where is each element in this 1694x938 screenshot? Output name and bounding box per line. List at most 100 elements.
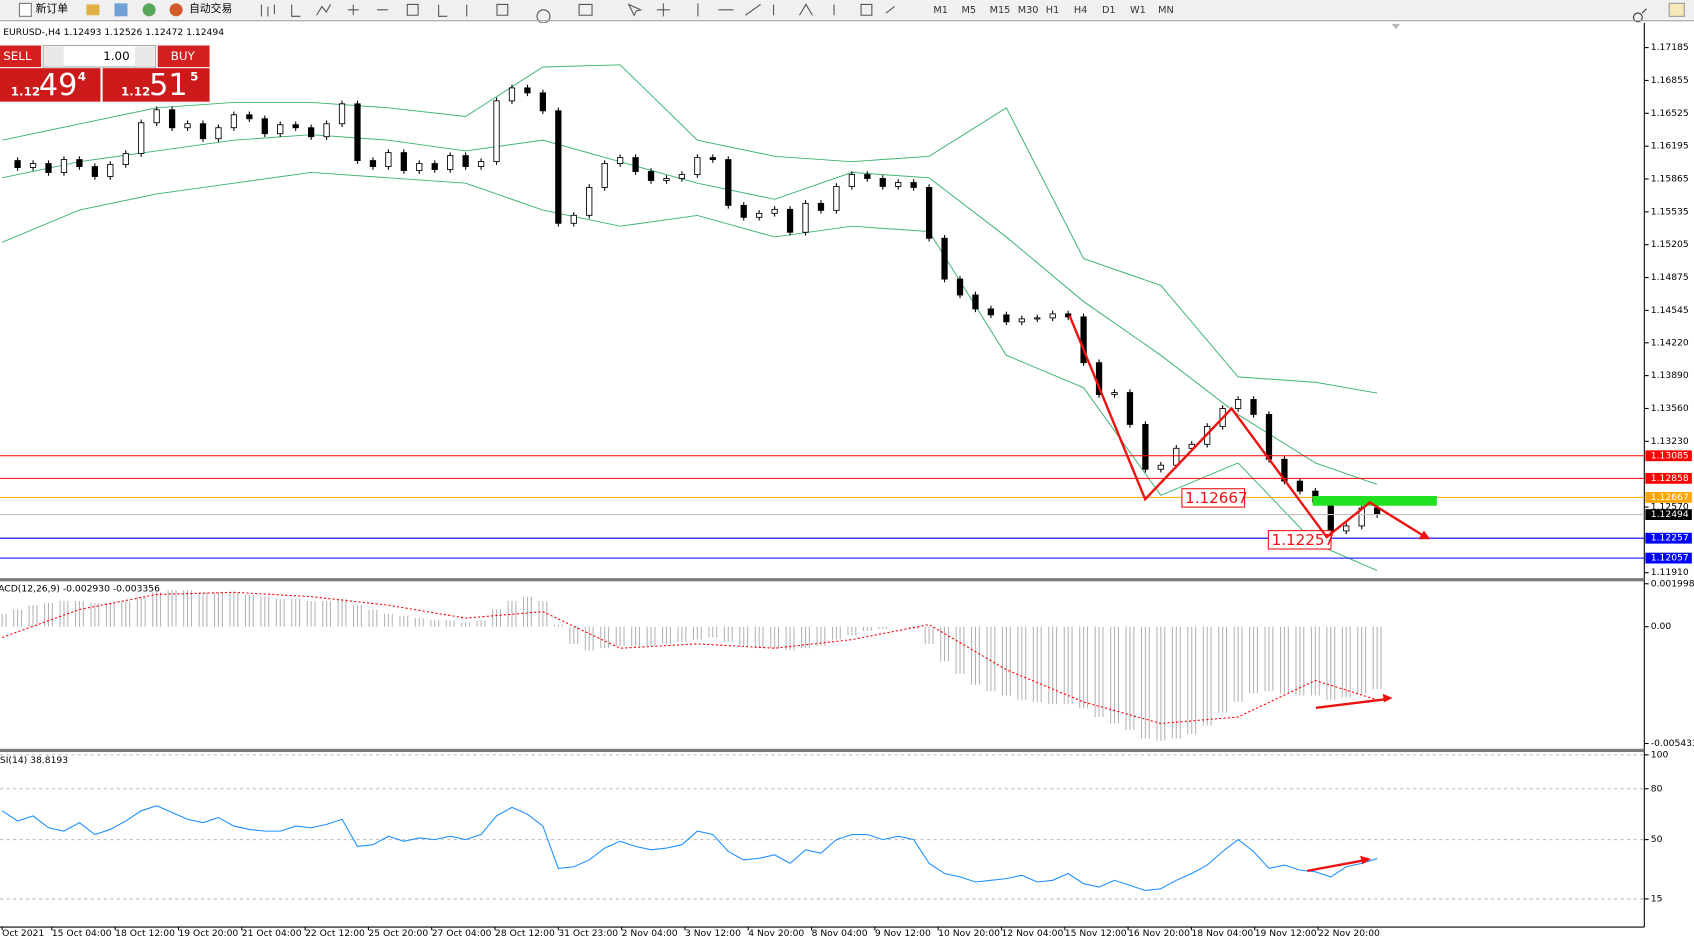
price-label-box — [1645, 491, 1692, 503]
timeframes: M1 M5 M15 M30 H1 H4 D1 W1 MN — [933, 5, 1173, 16]
y-tick-label: 15 — [1651, 893, 1663, 904]
y-tick-label: 1.15205 — [1651, 239, 1689, 250]
one-click-trading: SELL 1.00 BUY 1.12 49 4 1.12 51 5 — [0, 44, 210, 103]
auto-trading-icon[interactable] — [169, 3, 183, 17]
timeframe-button[interactable]: M30 — [1018, 5, 1039, 16]
bollinger-upper — [2, 64, 1378, 394]
y-tick-label: 1.14220 — [1651, 337, 1689, 348]
candle — [1265, 414, 1273, 460]
x-tick-label: 22 Oct 12:00 — [305, 928, 365, 938]
lot-input[interactable] — [42, 44, 157, 68]
auto-trading-button[interactable]: 自动交易 — [189, 1, 232, 15]
new-order-icon[interactable] — [18, 2, 32, 17]
ask-box[interactable] — [102, 68, 210, 102]
timeframe-button[interactable]: M5 — [962, 5, 977, 16]
timeframe-button[interactable]: M15 — [990, 5, 1011, 16]
sell-button[interactable] — [0, 45, 42, 68]
timeframe-button[interactable]: M1 — [933, 5, 948, 16]
candle — [725, 159, 732, 206]
candle — [246, 114, 253, 120]
y-tick-label: 1.15865 — [1651, 173, 1689, 184]
x-tick-label: 15 Nov 12:00 — [1065, 928, 1127, 938]
candle — [138, 122, 145, 155]
new-order-button[interactable]: 新订单 — [36, 1, 69, 15]
candle — [230, 114, 238, 129]
candle — [524, 87, 531, 94]
sell-label[interactable]: SELL — [3, 49, 32, 63]
buy-label[interactable]: BUY — [171, 49, 196, 63]
candle — [1003, 314, 1010, 323]
lot-down[interactable] — [44, 46, 64, 67]
rsi-pane: RSI(14) 38.8193 100 80 50 15 — [0, 749, 1668, 904]
candle — [1126, 392, 1134, 425]
annotation-box — [1267, 530, 1332, 550]
icon[interactable] — [86, 4, 100, 16]
candle — [1234, 399, 1242, 409]
x-tick-label: 10 Nov 20:00 — [938, 928, 1000, 938]
candle — [91, 166, 98, 177]
timeframe-button[interactable]: D1 — [1102, 5, 1116, 16]
lot-up[interactable] — [135, 46, 155, 67]
bid-box[interactable] — [0, 68, 101, 102]
x-tick-label: 18 Nov 04:00 — [1191, 928, 1253, 938]
icon[interactable] — [114, 3, 128, 17]
candle — [1250, 399, 1257, 415]
candle — [60, 159, 68, 173]
candle — [1296, 480, 1304, 492]
timeframe-button[interactable]: MN — [1158, 5, 1174, 16]
candle — [1034, 317, 1041, 320]
lot-value[interactable]: 1.00 — [103, 49, 129, 63]
price-label: 1.13085 — [1651, 450, 1689, 461]
candle — [416, 163, 423, 171]
time-axis: Oct 2021 15 Oct 04:00 18 Oct 12:00 19 Oct 2… — [1, 927, 1380, 938]
candle — [261, 118, 268, 135]
x-tick-label: 2 Nov 04:00 — [622, 928, 678, 938]
shift-marker — [1391, 23, 1401, 30]
candle — [956, 278, 964, 296]
candle — [756, 212, 763, 218]
macd-divergence-arrow — [1315, 697, 1388, 709]
ask-big: 1.12 — [121, 84, 150, 98]
candle — [107, 164, 114, 177]
price-label: 1.12057 — [1651, 553, 1689, 564]
price-label: 1.12257 — [1651, 533, 1689, 544]
candle — [14, 160, 21, 168]
icon[interactable] — [142, 3, 156, 17]
candle — [539, 92, 547, 112]
timeframe-button[interactable]: W1 — [1130, 5, 1146, 16]
candle — [1049, 313, 1056, 319]
x-tick-label: Oct 2021 — [2, 928, 44, 938]
price-label: 1.12667 — [1651, 492, 1689, 503]
candle — [786, 208, 794, 233]
bid-big: 1.12 — [11, 84, 40, 98]
arrow-heads — [1360, 530, 1431, 865]
candle — [385, 152, 392, 167]
x-tick-label: 22 Nov 20:00 — [1318, 928, 1380, 938]
candle — [864, 174, 871, 179]
candle — [848, 174, 855, 187]
y-tick-label: -0.005433 — [1651, 738, 1694, 749]
candle — [586, 187, 593, 216]
candle — [616, 157, 624, 165]
y-tick-label: 100 — [1651, 749, 1669, 760]
candle — [292, 124, 299, 129]
x-tick-label: 19 Nov 12:00 — [1255, 928, 1317, 938]
y-tick-label: 0.001998 — [1651, 578, 1694, 589]
search-icon[interactable] — [1633, 8, 1647, 23]
annotation: 1.12257 — [1272, 531, 1334, 549]
candle — [168, 109, 176, 129]
annotation-box — [1181, 488, 1246, 508]
price-label-box — [1645, 472, 1692, 484]
timeframe-button[interactable]: H1 — [1046, 5, 1059, 16]
timeframe-button[interactable]: H4 — [1074, 5, 1088, 16]
resistance-zone — [1312, 496, 1437, 506]
chat-icon[interactable] — [1668, 2, 1685, 17]
y-tick-label: 1.13890 — [1651, 370, 1689, 381]
pane-separator — [0, 748, 1645, 753]
y-tick-label: 1.16855 — [1651, 75, 1689, 86]
macd-signal — [1, 591, 1378, 724]
candle — [925, 187, 933, 239]
candle — [338, 103, 346, 125]
candle — [1327, 501, 1334, 532]
buy-button[interactable] — [157, 45, 210, 68]
